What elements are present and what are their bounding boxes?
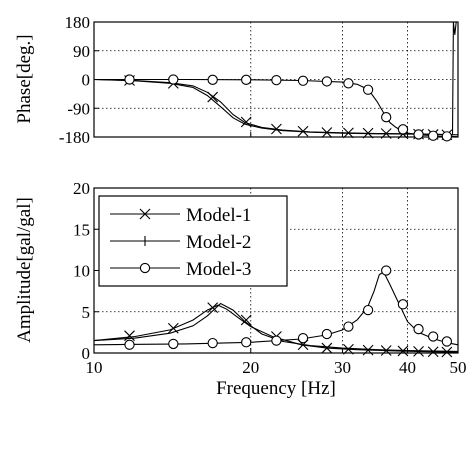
amplitude-x-tick-label: 30 (334, 358, 351, 377)
amplitude-marker-model-3 (397, 299, 409, 310)
amplitude-series-group (93, 265, 459, 358)
amplitude-marker-model-3 (241, 337, 252, 348)
phase-series-group (93, 21, 459, 142)
legend-marker-model-2 (140, 236, 150, 246)
amplitude-marker-model-1 (362, 344, 374, 356)
phase-y-tick-label: 0 (82, 71, 91, 90)
phase-marker-model-3 (413, 129, 424, 140)
amplitude-marker-model-3 (297, 332, 309, 344)
amplitude-series-line-model-2 (93, 302, 459, 352)
amplitude-marker-model-3 (441, 336, 453, 347)
phase-marker-model-3 (343, 78, 354, 89)
phase-marker-model-1 (271, 123, 282, 135)
amplitude-marker-model-1 (343, 343, 354, 355)
amplitude-x-tick-label: 50 (450, 358, 467, 377)
amplitude-x-tick-label: 40 (399, 358, 416, 377)
amplitude-marker-model-1 (380, 345, 392, 356)
legend-marker-model-3 (139, 262, 151, 274)
amplitude-marker-model-3 (362, 304, 374, 316)
amplitude-marker-model-1 (441, 346, 453, 358)
legend-label-model-1: Model-1 (186, 205, 251, 226)
phase-marker-model-3 (381, 112, 392, 123)
phase-panel: 180 90 0 -90 -180 Phase[deg.] (14, 13, 459, 147)
phase-marker-model-3 (297, 75, 309, 86)
amplitude-marker-model-3 (381, 265, 392, 276)
phase-y-tick-label: -180 (59, 128, 90, 147)
amplitude-marker-model-3 (207, 337, 218, 349)
amplitude-marker-model-3 (428, 331, 439, 342)
phase-marker-model-1 (207, 91, 219, 103)
legend-label-model-3: Model-3 (186, 259, 251, 280)
amplitude-y-tick-label: 15 (73, 220, 90, 239)
amplitude-marker-model-1 (207, 302, 219, 314)
amplitude-marker-model-1 (240, 314, 252, 326)
phase-series-line-model-3 (94, 78, 459, 138)
amplitude-marker-model-3 (413, 323, 424, 335)
amplitude-y-tick-label: 0 (82, 344, 91, 363)
phase-series-line-model-2 (93, 21, 458, 136)
phase-marker-model-3 (362, 84, 374, 95)
x-axis-label: Frequency [Hz] (216, 378, 336, 399)
phase-marker-model-3 (168, 74, 179, 85)
phase-marker-model-3 (241, 74, 252, 85)
phase-marker-model-3 (428, 130, 439, 141)
amplitude-y-tick-labels: 0 5 10 15 20 (73, 179, 90, 363)
amplitude-marker-model-1 (413, 345, 424, 357)
phase-marker-model-3 (207, 74, 218, 85)
phase-marker-model-3 (441, 131, 453, 142)
legend: Model-1 Model-2 Model-3 (98, 195, 288, 287)
amplitude-y-axis-label: Amplitude[gal/gal] (14, 197, 35, 343)
amplitude-x-tick-label: 10 (86, 358, 103, 377)
amplitude-marker-model-1 (321, 342, 333, 354)
legend-label-model-2: Model-2 (186, 232, 251, 253)
amplitude-y-tick-label: 20 (73, 179, 90, 198)
amplitude-x-tick-label: 20 (242, 358, 259, 377)
phase-y-tick-label: 90 (73, 42, 90, 61)
legend-marker-model-1 (139, 208, 151, 220)
phase-marker-model-3 (124, 74, 135, 85)
phase-y-tick-label: 180 (65, 13, 91, 32)
phase-marker-model-3 (397, 124, 409, 135)
amplitude-x-tick-labels: 10 20 30 40 50 (86, 358, 467, 377)
phase-y-tick-label: -90 (67, 99, 90, 118)
amplitude-marker-model-1 (427, 346, 439, 358)
amplitude-y-tick-label: 5 (82, 303, 91, 322)
amplitude-y-tick-label: 10 (73, 262, 90, 281)
phase-marker-model-3 (271, 74, 282, 86)
amplitude-marker-model-3 (343, 321, 354, 332)
amplitude-marker-model-1 (397, 345, 409, 357)
amplitude-marker-model-3 (321, 328, 333, 340)
phase-y-tick-labels: 180 90 0 -90 -180 (59, 13, 90, 147)
amplitude-series-line-model-1 (93, 304, 459, 353)
amplitude-marker-model-3 (168, 338, 179, 350)
phase-y-axis-label: Phase[deg.] (14, 34, 35, 123)
amplitude-marker-model-3 (271, 335, 282, 346)
amplitude-marker-model-3 (124, 339, 135, 350)
phase-marker-model-3 (321, 76, 333, 87)
legend-items: Model-1 Model-2 Model-3 (110, 205, 251, 280)
